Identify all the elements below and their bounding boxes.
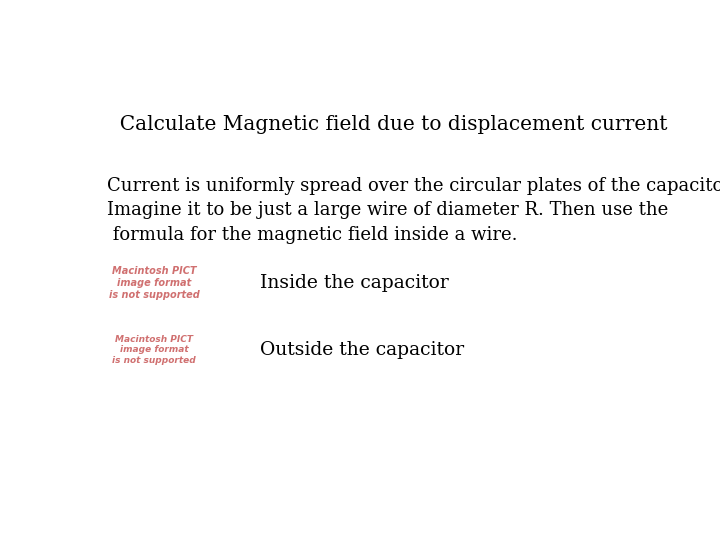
Text: Outside the capacitor: Outside the capacitor	[260, 341, 464, 359]
Text: Calculate Magnetic field due to displacement current: Calculate Magnetic field due to displace…	[107, 114, 667, 134]
Text: Inside the capacitor: Inside the capacitor	[260, 274, 449, 292]
Text: Macintosh PICT
image format
is not supported: Macintosh PICT image format is not suppo…	[109, 267, 199, 300]
Text: Macintosh PICT
image format
is not supported: Macintosh PICT image format is not suppo…	[112, 335, 196, 365]
Text: Current is uniformly spread over the circular plates of the capacitor.
Imagine i: Current is uniformly spread over the cir…	[107, 177, 720, 244]
